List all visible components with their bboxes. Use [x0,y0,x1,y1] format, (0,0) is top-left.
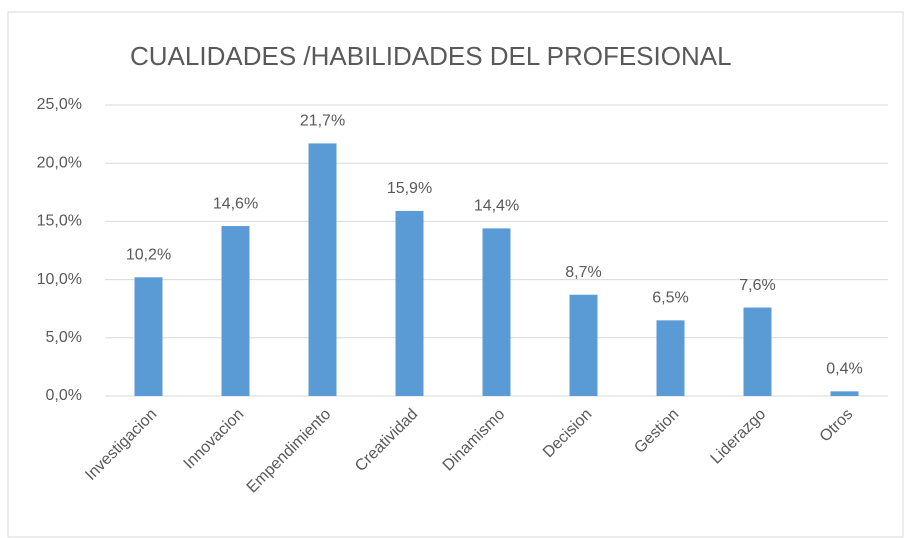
value-label: 14,4% [474,198,519,215]
bar [221,226,250,396]
bar [569,294,598,396]
y-tick-label: 15,0% [37,213,82,230]
chart-border [7,11,904,538]
y-tick-label: 20,0% [37,154,82,171]
value-label: 21,7% [300,113,345,130]
bar [830,391,859,396]
value-label: 14,6% [213,195,258,212]
value-label: 7,6% [739,277,775,294]
bar [743,307,772,396]
value-label: 15,9% [387,180,432,197]
value-label: 0,4% [826,361,862,378]
y-tick-label: 5,0% [46,329,82,346]
bar [134,277,163,396]
value-label: 6,5% [652,290,688,307]
y-tick-label: 0,0% [46,387,82,404]
y-tick-label: 10,0% [37,271,82,288]
y-tick-label: 25,0% [37,96,82,113]
bar [308,143,337,396]
value-label: 10,2% [126,246,171,263]
value-label: 8,7% [565,264,601,281]
chart-title: CUALIDADES /HABILIDADES DEL PROFESIONAL [130,41,732,71]
bar [656,320,685,396]
bar [395,210,424,396]
bar [482,228,511,396]
